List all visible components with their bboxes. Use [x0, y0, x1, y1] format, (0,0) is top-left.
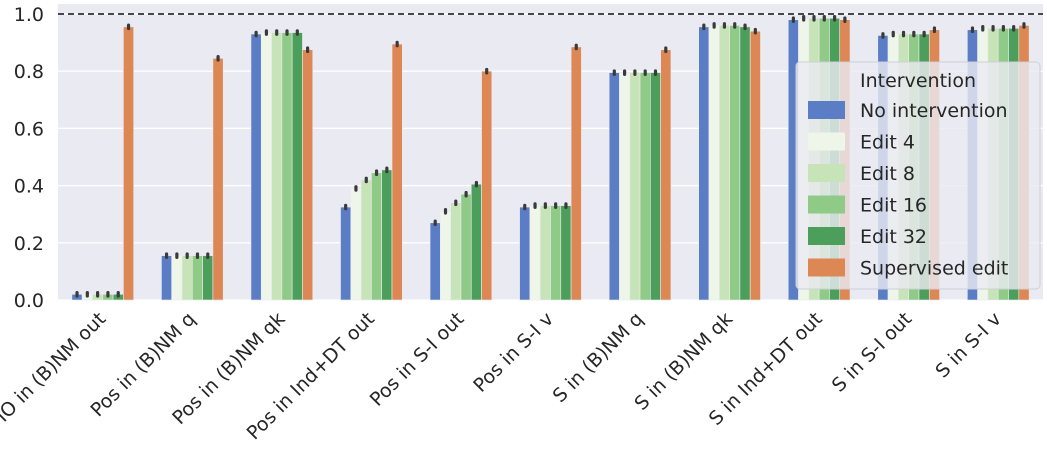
x-tick-label: Pos in S-I v [469, 308, 558, 397]
legend-box [795, 61, 1041, 290]
x-tick-label: S in S-I out [828, 308, 916, 396]
bar [340, 206, 352, 301]
bar [440, 211, 451, 301]
bar [729, 25, 741, 301]
x-tick-label: S in S-I v [931, 308, 1005, 382]
bar [718, 25, 730, 301]
legend-title: Intervention [860, 70, 976, 92]
bar [123, 26, 134, 301]
y-tick-label: 0.6 [14, 118, 44, 140]
bar [470, 183, 482, 301]
legend-swatch [808, 132, 845, 151]
legend-swatch [808, 258, 845, 277]
bar [381, 169, 393, 301]
bar [212, 58, 224, 301]
x-tick-label: Pos in S-I out [366, 308, 469, 411]
bar [260, 32, 272, 301]
bar [250, 33, 262, 301]
bar [371, 172, 383, 301]
legend-label: Edit 4 [860, 132, 915, 154]
bar [550, 205, 562, 301]
bar [271, 32, 283, 301]
bar [660, 49, 672, 301]
bar [291, 32, 303, 301]
bar [460, 193, 472, 301]
bar [529, 205, 541, 301]
y-tick-label: 0.2 [14, 233, 44, 255]
bar [281, 32, 293, 301]
bar [202, 255, 214, 301]
y-tick-label: 0.4 [14, 176, 44, 198]
bar [360, 179, 372, 301]
bar [350, 188, 362, 301]
legend-label: Edit 8 [860, 163, 915, 185]
legend-label: Supervised edit [860, 258, 1008, 280]
legend-label: Edit 32 [860, 226, 927, 248]
legend-swatch [808, 164, 845, 182]
bar [570, 46, 582, 301]
legend-label: Edit 16 [860, 195, 927, 217]
y-tick-label: 0.0 [14, 290, 44, 312]
bar [481, 70, 493, 301]
bar [629, 72, 641, 301]
bar [608, 72, 620, 301]
legend-swatch [808, 195, 845, 214]
bar [171, 255, 183, 301]
bar [739, 26, 751, 301]
y-tick-label: 0.8 [14, 61, 44, 83]
legend-label: No intervention [860, 100, 1008, 122]
bar [302, 49, 314, 301]
bar [161, 255, 173, 301]
x-tick-label: S in (B)NM q [549, 308, 648, 407]
bar [560, 205, 572, 301]
bar [192, 255, 203, 301]
bar [619, 72, 631, 301]
bar [650, 72, 661, 301]
bar [429, 222, 441, 301]
bar [181, 255, 193, 301]
bar [639, 72, 651, 301]
legend-swatch [808, 101, 845, 119]
legend: Intervention No intervention Edit 4 Edit 8 E… [795, 61, 1041, 290]
legend-swatch [808, 227, 845, 245]
bar [391, 43, 403, 301]
bar [539, 205, 551, 301]
bar [698, 26, 710, 301]
bar [519, 206, 531, 301]
bar [708, 25, 720, 301]
bar [450, 202, 462, 301]
bar [749, 30, 761, 301]
y-tick-label: 1.0 [14, 4, 44, 26]
